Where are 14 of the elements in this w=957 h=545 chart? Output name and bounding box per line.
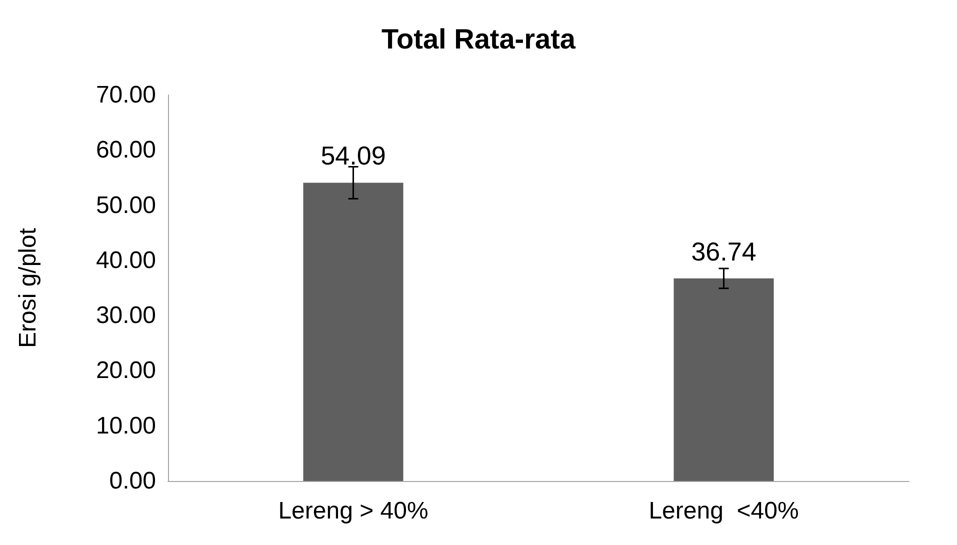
y-axis-title: Erosi g/plot [14, 228, 42, 348]
y-tick-label: 20.00 [96, 357, 156, 384]
y-tick-label: 10.00 [96, 412, 156, 440]
data-label: 54.09 [320, 140, 386, 171]
y-tick-label: 70.00 [96, 82, 156, 108]
y-tick-label: 50.00 [96, 192, 156, 219]
y-tick-label: 40.00 [96, 246, 156, 274]
y-tick-label: 0.00 [109, 468, 156, 494]
x-tick-label: Lereng <40% [648, 498, 799, 524]
chart-title: Total Rata-rata [382, 24, 576, 54]
data-label: 36.74 [691, 236, 756, 266]
y-tick-label: 60.00 [96, 136, 156, 164]
x-tick-label: Lereng > 40% [278, 498, 428, 524]
y-tick-label: 30.00 [96, 302, 156, 330]
